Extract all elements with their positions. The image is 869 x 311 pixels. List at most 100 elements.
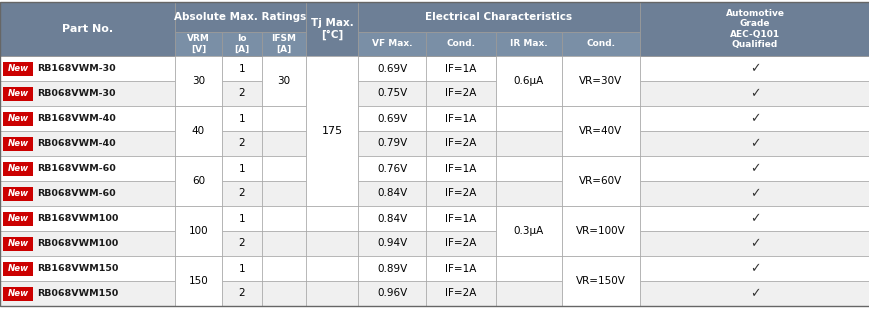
Text: New: New	[8, 89, 29, 98]
Bar	[495, 32, 561, 56]
Bar	[495, 281, 561, 306]
Text: VR=100V: VR=100V	[575, 226, 625, 236]
Text: IF=2A: IF=2A	[445, 289, 476, 299]
Bar	[426, 281, 495, 306]
Bar	[640, 181, 869, 206]
Text: Absolute Max. Ratings: Absolute Max. Ratings	[174, 12, 306, 22]
Bar	[640, 156, 869, 181]
Bar	[222, 156, 262, 181]
Bar	[495, 131, 561, 156]
Bar	[175, 256, 222, 306]
Text: VF Max.: VF Max.	[371, 39, 412, 49]
Bar	[561, 256, 640, 306]
Bar	[0, 256, 175, 281]
Bar	[561, 281, 640, 306]
Text: VR=30V: VR=30V	[579, 76, 622, 86]
Text: 0.69V: 0.69V	[376, 114, 407, 123]
Text: 0.96V: 0.96V	[376, 289, 407, 299]
Bar	[175, 2, 306, 32]
Bar	[357, 106, 426, 131]
Text: New: New	[8, 114, 29, 123]
Bar	[357, 2, 640, 32]
Bar	[306, 156, 357, 181]
Bar	[561, 106, 640, 156]
Bar	[640, 106, 869, 131]
Text: New: New	[8, 139, 29, 148]
Bar	[175, 156, 222, 206]
Text: 30: 30	[277, 76, 290, 86]
Text: IR Max.: IR Max.	[509, 39, 547, 49]
Bar	[262, 131, 306, 156]
Bar	[306, 106, 357, 131]
Text: New: New	[8, 64, 29, 73]
Bar	[426, 206, 495, 231]
Bar	[262, 281, 306, 306]
Text: Part No.: Part No.	[62, 24, 113, 34]
Bar	[175, 56, 222, 81]
Bar	[495, 156, 561, 181]
Bar	[175, 106, 222, 156]
Bar	[175, 106, 222, 131]
Bar	[561, 156, 640, 206]
Bar	[0, 156, 175, 181]
Bar	[306, 2, 357, 56]
Text: 40: 40	[192, 126, 205, 136]
Text: IF=1A: IF=1A	[445, 63, 476, 73]
Bar	[222, 256, 262, 281]
Bar	[495, 206, 561, 256]
Text: RB068VWM150: RB068VWM150	[37, 289, 118, 298]
Text: 2: 2	[238, 188, 245, 198]
Bar	[357, 81, 426, 106]
Bar	[357, 156, 426, 181]
Bar	[426, 32, 495, 56]
Bar	[357, 131, 426, 156]
Bar	[495, 206, 561, 231]
Text: 0.69V: 0.69V	[376, 63, 407, 73]
Bar	[175, 81, 222, 106]
Text: ✓: ✓	[749, 112, 760, 125]
Bar	[3, 137, 33, 151]
Text: 0.6μA: 0.6μA	[514, 76, 543, 86]
Bar	[0, 2, 175, 56]
Text: RB168VWM100: RB168VWM100	[37, 214, 118, 223]
Bar	[426, 181, 495, 206]
Bar	[262, 156, 306, 181]
Bar	[0, 81, 175, 106]
Bar	[426, 106, 495, 131]
Bar	[306, 206, 357, 231]
Bar	[262, 231, 306, 256]
Text: IF=2A: IF=2A	[445, 89, 476, 99]
Text: VR=40V: VR=40V	[579, 126, 622, 136]
Bar	[262, 256, 306, 281]
Bar	[222, 231, 262, 256]
Text: New: New	[8, 164, 29, 173]
Text: ✓: ✓	[749, 187, 760, 200]
Text: 0.89V: 0.89V	[376, 263, 407, 273]
Bar	[495, 256, 561, 281]
Text: 30: 30	[192, 76, 205, 86]
Bar	[3, 62, 33, 76]
Bar	[306, 56, 357, 206]
Bar	[3, 211, 33, 225]
Text: ✓: ✓	[749, 62, 760, 75]
Bar	[0, 231, 175, 256]
Bar	[426, 131, 495, 156]
Text: New: New	[8, 239, 29, 248]
Bar	[0, 281, 175, 306]
Text: ✓: ✓	[749, 162, 760, 175]
Text: Cond.: Cond.	[586, 39, 614, 49]
Bar	[495, 56, 561, 81]
Bar	[306, 181, 357, 206]
Bar	[640, 206, 869, 231]
Text: 2: 2	[238, 289, 245, 299]
Bar	[357, 56, 426, 81]
Bar	[426, 156, 495, 181]
Bar	[175, 131, 222, 156]
Bar	[175, 206, 222, 256]
Text: 2: 2	[238, 138, 245, 148]
Text: ✓: ✓	[749, 287, 760, 300]
Bar	[306, 281, 357, 306]
Bar	[357, 32, 426, 56]
Bar	[175, 231, 222, 256]
Bar	[495, 181, 561, 206]
